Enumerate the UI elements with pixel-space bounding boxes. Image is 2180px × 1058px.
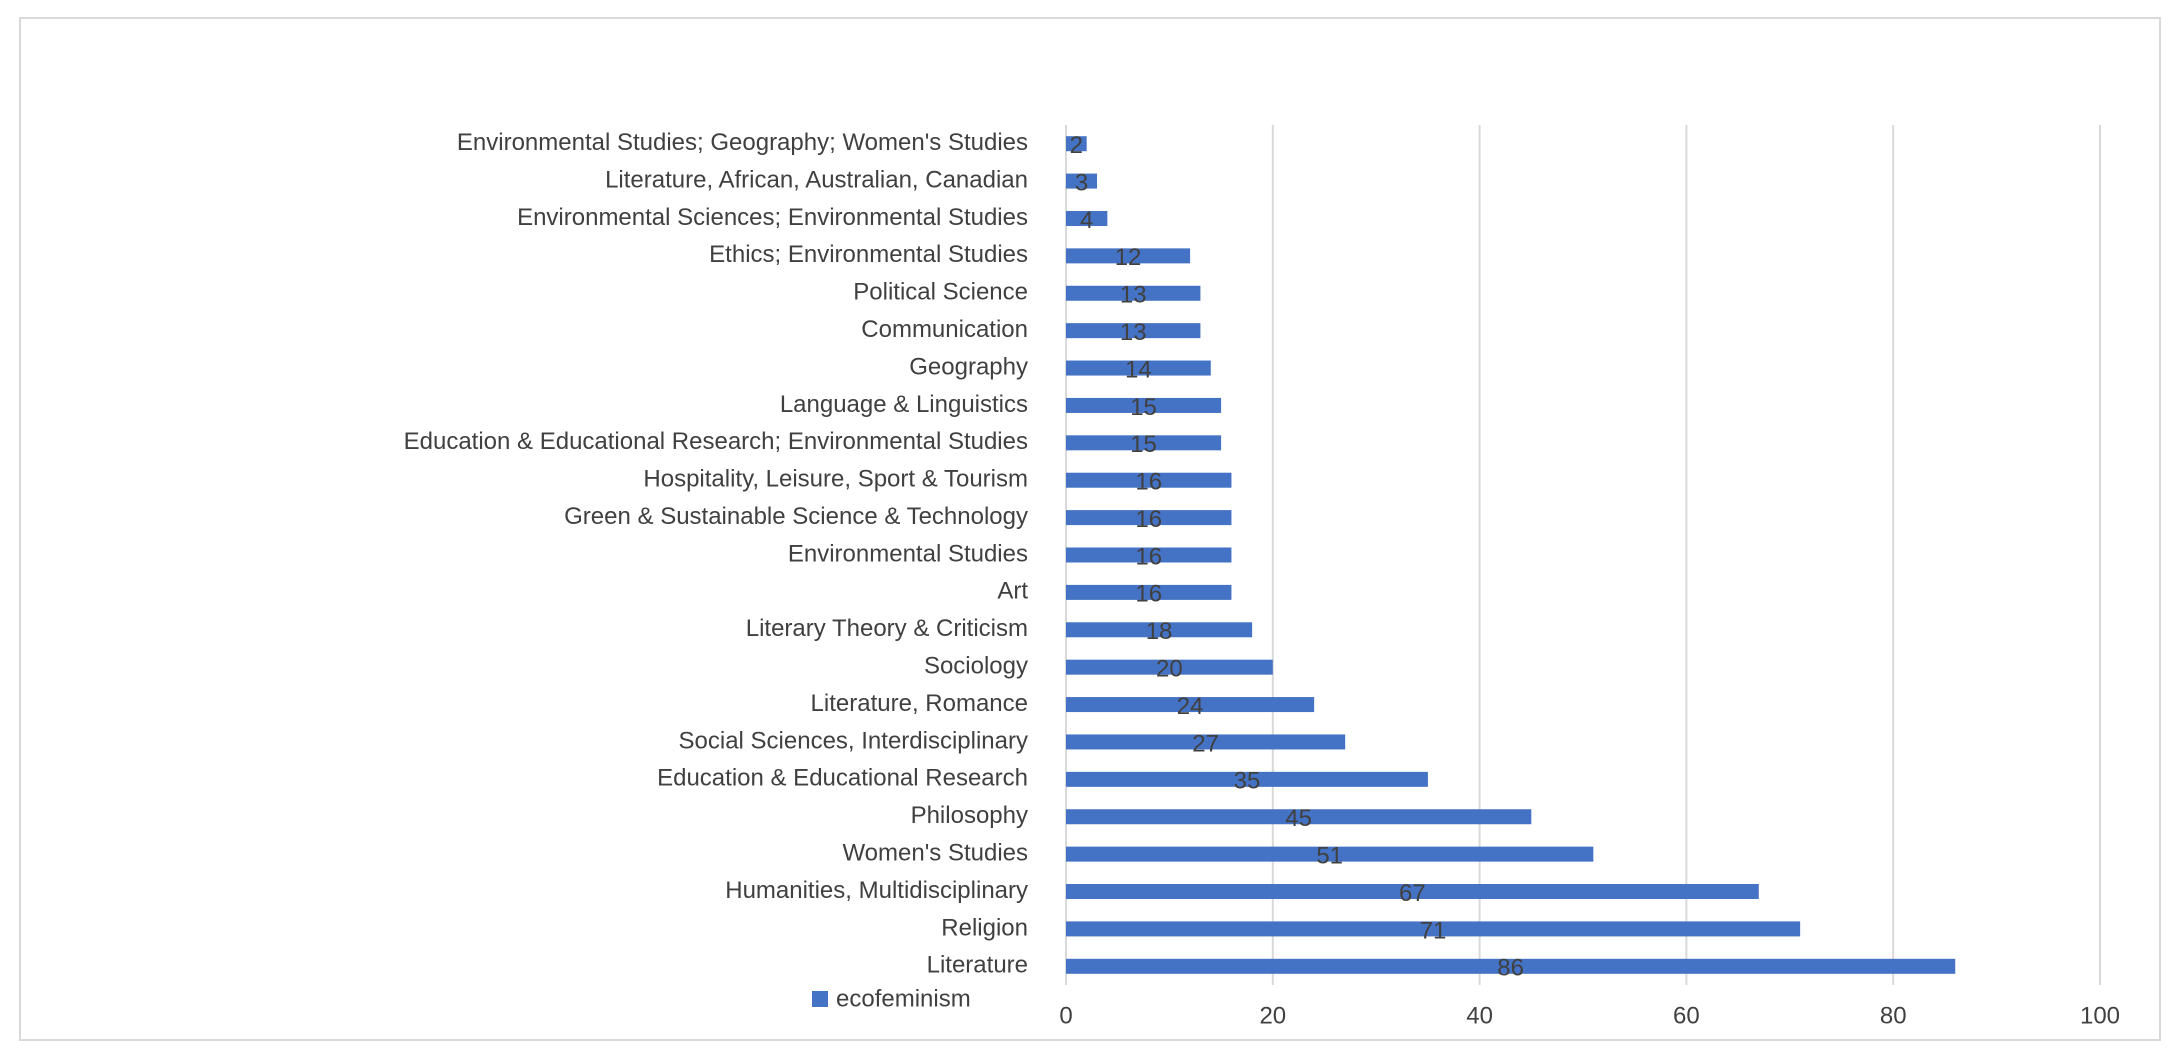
x-tick-label: 20	[1259, 1002, 1286, 1029]
bar	[1066, 921, 1801, 937]
bar	[1066, 659, 1273, 675]
data-label: 13	[1120, 319, 1147, 346]
bar	[1066, 435, 1222, 451]
y-tick-label: Literature	[927, 952, 1028, 979]
x-tick-label: 60	[1673, 1002, 1700, 1029]
y-tick-label: Social Sciences, Interdisciplinary	[679, 727, 1029, 754]
x-tick-label: 80	[1880, 1002, 1907, 1029]
y-tick-label: Language & Linguistics	[780, 391, 1028, 418]
x-tick-label: 100	[2080, 1002, 2120, 1029]
bar	[1066, 360, 1211, 376]
data-label: 16	[1135, 581, 1162, 608]
x-tick-label: 0	[1059, 1002, 1072, 1029]
y-tick-label: Literature, African, Australian, Canadia…	[605, 166, 1028, 193]
data-label: 18	[1146, 618, 1173, 645]
y-tick-label: Art	[997, 578, 1028, 605]
bar	[1066, 510, 1232, 526]
data-label: 3	[1075, 169, 1088, 196]
y-tick-label: Geography	[909, 353, 1028, 380]
bar	[1066, 136, 1087, 152]
data-label: 67	[1399, 880, 1426, 907]
bar	[1066, 210, 1108, 226]
data-label: 16	[1135, 543, 1162, 570]
y-tick-label: Humanities, Multidisciplinary	[725, 877, 1028, 904]
y-tick-label: Hospitality, Leisure, Sport & Tourism	[643, 466, 1028, 493]
y-tick-label: Political Science	[853, 279, 1028, 306]
data-label: 51	[1316, 842, 1343, 869]
bar	[1066, 958, 1956, 974]
bar	[1066, 846, 1594, 862]
data-label: 45	[1285, 805, 1312, 832]
bar	[1066, 248, 1191, 264]
data-label: 15	[1130, 394, 1157, 421]
y-tick-label: Environmental Sciences; Environmental St…	[517, 204, 1028, 231]
bar	[1066, 285, 1201, 301]
bar	[1066, 397, 1222, 413]
bar	[1066, 584, 1232, 600]
bar	[1066, 323, 1201, 339]
bar	[1066, 771, 1428, 787]
data-label: 16	[1135, 469, 1162, 496]
bar	[1066, 547, 1232, 563]
bar	[1066, 622, 1253, 638]
data-label: 4	[1080, 207, 1093, 234]
bar	[1066, 472, 1232, 488]
y-tick-label: Green & Sustainable Science & Technology	[564, 503, 1028, 530]
bar	[1066, 734, 1346, 750]
y-tick-label: Literary Theory & Criticism	[746, 615, 1028, 642]
data-label: 2	[1070, 132, 1083, 159]
data-label: 13	[1120, 282, 1147, 309]
y-tick-label: Environmental Studies; Geography; Women'…	[457, 129, 1028, 156]
y-tick-label: Ethics; Environmental Studies	[709, 241, 1028, 268]
y-tick-label: Religion	[941, 914, 1028, 941]
data-label: 16	[1135, 506, 1162, 533]
bar	[1066, 173, 1098, 189]
y-tick-label: Education & Educational Research	[657, 765, 1028, 792]
data-label: 71	[1420, 917, 1447, 944]
bar	[1066, 697, 1315, 713]
x-tick-label: 40	[1466, 1002, 1493, 1029]
data-label: 14	[1125, 356, 1152, 383]
data-label: 27	[1192, 730, 1219, 757]
legend-swatch	[812, 991, 828, 1007]
data-label: 86	[1497, 955, 1524, 982]
bar	[1066, 809, 1532, 825]
y-tick-label: Literature, Romance	[811, 690, 1028, 717]
y-tick-label: Women's Studies	[842, 839, 1028, 866]
bar	[1066, 884, 1759, 900]
data-label: 24	[1177, 693, 1204, 720]
y-tick-label: Education & Educational Research; Enviro…	[404, 428, 1028, 455]
data-label: 12	[1115, 244, 1142, 271]
legend-label: ecofeminism	[836, 985, 971, 1012]
data-label: 20	[1156, 656, 1183, 683]
data-label: 15	[1130, 431, 1157, 458]
y-tick-label: Environmental Studies	[788, 540, 1028, 567]
y-tick-label: Philosophy	[911, 802, 1028, 829]
y-tick-label: Communication	[861, 316, 1028, 343]
y-tick-label: Sociology	[924, 653, 1028, 680]
data-label: 35	[1234, 768, 1261, 795]
